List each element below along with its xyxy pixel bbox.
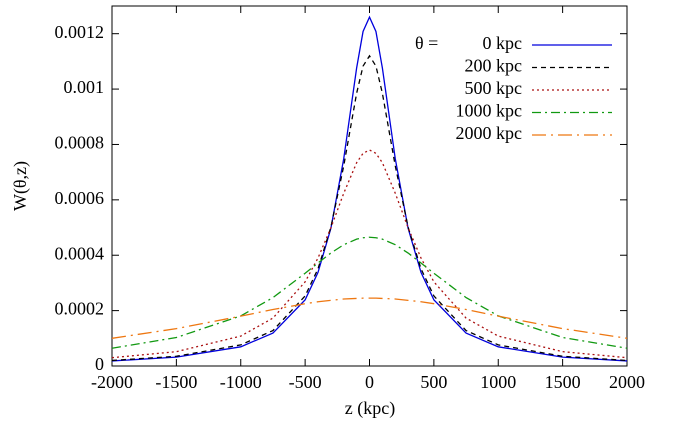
plot-frame xyxy=(111,5,628,367)
x-tick-label: 1000 xyxy=(480,372,516,392)
y-tick-label: 0.0002 xyxy=(55,299,105,319)
y-tick-label: 0.0008 xyxy=(55,133,105,153)
x-tick-label: 500 xyxy=(420,372,447,392)
x-tick-label: 0 xyxy=(365,372,374,392)
y-tick-label: 0.0004 xyxy=(55,243,105,263)
x-tick-label: 2000 xyxy=(609,372,645,392)
legend-title: θ = xyxy=(415,33,438,53)
x-tick-label: -500 xyxy=(289,372,322,392)
x-axis-label: z (kpc) xyxy=(345,398,395,419)
y-tick-label: 0 xyxy=(95,354,104,374)
legend-label: 200 kpc xyxy=(465,56,523,76)
x-tick-label: -1500 xyxy=(155,372,197,392)
series-line xyxy=(111,15,628,362)
x-tick-label: -1000 xyxy=(220,372,262,392)
legend-label: 0 kpc xyxy=(483,33,523,53)
x-tick-label: -2000 xyxy=(91,372,133,392)
series-line xyxy=(111,149,628,359)
y-tick-label: 0.0006 xyxy=(55,188,105,208)
series-line xyxy=(111,54,628,362)
legend-label: 2000 kpc xyxy=(456,123,523,143)
series-line xyxy=(111,236,628,349)
y-tick-label: 0.0012 xyxy=(55,22,105,42)
series-line xyxy=(111,297,628,339)
legend-label: 500 kpc xyxy=(465,78,523,98)
legend-label: 1000 kpc xyxy=(456,101,523,121)
x-tick-label: 1500 xyxy=(545,372,581,392)
y-axis-label: W(θ,z) xyxy=(10,161,31,211)
y-tick-label: 0.001 xyxy=(64,77,105,97)
